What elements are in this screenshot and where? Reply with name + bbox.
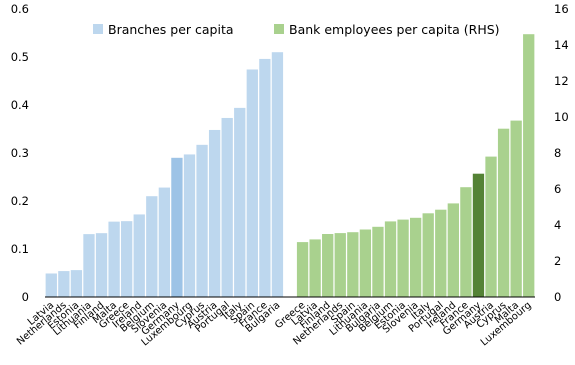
bar-slovenia-employees <box>409 217 422 297</box>
bar-lithuania-employees <box>359 229 372 297</box>
left-tick-label: 0.5 <box>11 50 29 64</box>
bar-ireland-branches <box>133 214 145 297</box>
bar-greece-branches <box>121 221 133 297</box>
bars-group <box>45 34 535 298</box>
left-tick-label: 0.3 <box>11 146 29 160</box>
left-tick-label: 0.4 <box>11 98 29 112</box>
bar-luxembourg-employees <box>523 34 535 297</box>
bar-italy-employees <box>422 213 434 297</box>
right-tick-label: 2 <box>554 254 561 268</box>
bar-malta-employees <box>510 120 522 297</box>
right-tick-label: 8 <box>554 146 561 160</box>
bar-bulgaria-employees <box>372 226 384 297</box>
bar-slovenia-branches <box>158 187 171 297</box>
bar-austria-employees <box>485 156 497 297</box>
bar-cyprus-branches <box>196 144 208 297</box>
left-tick-label: 0.1 <box>11 242 29 256</box>
left-tick-label: 0 <box>22 290 29 304</box>
bar-malta-branches <box>108 221 120 297</box>
bar-germany-branches <box>171 157 183 297</box>
bar-belgium-branches <box>146 196 158 297</box>
bar-belgium-employees <box>384 221 397 297</box>
bar-spain-branches <box>246 69 258 297</box>
left-y-axis: 0 0.1 0.2 0.3 0.4 0.5 0.6 <box>11 2 29 304</box>
right-tick-label: 4 <box>554 218 561 232</box>
bar-estonia-branches <box>70 270 83 297</box>
bar-germany-employees <box>472 173 485 297</box>
x-tick-labels: LatviaNetherlandsEstoniaLithuaniaFinland… <box>15 300 534 349</box>
bar-portugal-branches <box>221 117 233 298</box>
bar-finland-employees <box>322 234 334 297</box>
bar-spain-employees <box>347 232 359 297</box>
right-tick-label: 12 <box>554 74 569 88</box>
bar-latvia-branches <box>45 273 57 297</box>
bar-france-employees <box>460 187 472 297</box>
bar-bulgaria-branches <box>271 52 284 298</box>
bar-luxembourg-branches <box>183 154 196 297</box>
right-tick-label: 6 <box>554 182 561 196</box>
legend: Branches per capita Bank employees per c… <box>93 22 500 37</box>
bar-netherlands-branches <box>58 271 70 297</box>
right-y-axis: 0 2 4 6 8 10 12 14 16 <box>554 2 569 304</box>
legend-swatch-branches <box>93 24 103 34</box>
right-tick-label: 10 <box>554 110 569 124</box>
bar-portugal-employees <box>435 209 447 297</box>
legend-label-employees: Bank employees per capita (RHS) <box>289 22 500 37</box>
bar-finland-branches <box>95 233 108 297</box>
bar-cyprus-employees <box>497 128 510 297</box>
bar-greece-employees <box>296 242 309 297</box>
right-tick-label: 16 <box>554 2 569 16</box>
bar-latvia-employees <box>309 239 321 297</box>
bar-italy-branches <box>234 107 246 297</box>
bar-lithuania-branches <box>83 234 95 297</box>
left-tick-label: 0.2 <box>11 194 29 208</box>
right-tick-label: 0 <box>554 290 561 304</box>
bar-netherlands-employees <box>334 233 346 297</box>
right-tick-label: 14 <box>554 38 569 52</box>
legend-label-branches: Branches per capita <box>108 22 234 37</box>
legend-swatch-employees <box>274 24 284 34</box>
bar-ireland-employees <box>447 203 459 297</box>
bar-estonia-employees <box>397 219 409 297</box>
left-tick-label: 0.6 <box>11 2 29 16</box>
bar-france-branches <box>259 58 271 297</box>
bar-austria-branches <box>208 129 221 297</box>
